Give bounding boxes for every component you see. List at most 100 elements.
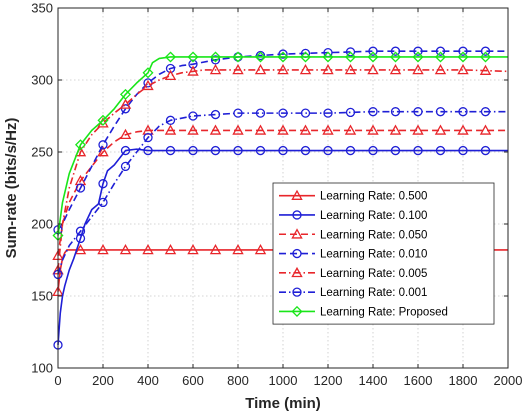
- data-point: [345, 47, 356, 57]
- data-point: [389, 51, 402, 63]
- data-point: [164, 243, 177, 255]
- data-point: [412, 63, 424, 75]
- data-point: [323, 108, 333, 118]
- data-point: [457, 63, 469, 75]
- data-point: [143, 145, 153, 156]
- data-point: [119, 243, 132, 255]
- data-point: [119, 98, 132, 109]
- data-point: [165, 63, 176, 74]
- x-tick-label: 600: [182, 373, 204, 388]
- series-3: [52, 124, 508, 261]
- data-point: [119, 128, 132, 140]
- y-tick-label: 200: [31, 217, 53, 232]
- data-point: [457, 51, 469, 63]
- data-point: [142, 67, 154, 79]
- data-point: [277, 63, 289, 75]
- data-point: [165, 115, 176, 125]
- legend: Learning Rate: 0.500 Learning Rate: 0.100…: [272, 182, 495, 325]
- data-point: [368, 46, 378, 56]
- data-point: [480, 46, 491, 56]
- data-point: [480, 107, 491, 117]
- data-point: [188, 111, 198, 121]
- data-point: [435, 145, 446, 156]
- data-point: [74, 243, 87, 255]
- data-point: [278, 49, 288, 59]
- legend-label: Learning Rate: 0.005: [320, 268, 427, 280]
- data-point: [120, 145, 131, 156]
- x-tick-label: 800: [227, 373, 249, 388]
- data-point: [278, 145, 288, 156]
- legend-marker: [292, 210, 302, 220]
- legend-item: Learning Rate: 0.005: [279, 266, 427, 280]
- data-point: [278, 108, 288, 118]
- data-point: [368, 107, 378, 117]
- x-tick-label: 400: [137, 373, 159, 388]
- series-line: [57, 129, 508, 256]
- data-point: [75, 226, 86, 236]
- data-point: [412, 51, 424, 63]
- data-point: [389, 63, 402, 75]
- data-point: [164, 51, 177, 63]
- data-point: [479, 124, 492, 135]
- x-tick-label: 1800: [449, 373, 478, 388]
- data-point: [299, 51, 312, 63]
- data-point: [322, 63, 334, 75]
- data-point: [479, 51, 492, 63]
- legend-marker: [292, 287, 302, 297]
- data-point: [344, 51, 357, 63]
- series-2: [53, 145, 508, 350]
- data-point: [210, 109, 221, 120]
- data-point: [457, 124, 469, 135]
- y-tick-label: 250: [31, 145, 53, 160]
- legend-label: Learning Rate: 0.050: [320, 229, 427, 241]
- data-point: [210, 55, 221, 65]
- data-point: [254, 63, 267, 75]
- data-point: [188, 59, 198, 69]
- data-point: [98, 197, 108, 208]
- data-point: [434, 63, 447, 75]
- data-point: [300, 108, 311, 118]
- data-point: [344, 124, 357, 135]
- data-point: [254, 243, 267, 255]
- legend-item: Learning Rate: Proposed: [279, 305, 448, 318]
- legend-label: Learning Rate: 0.001: [320, 287, 427, 299]
- x-tick-label: 200: [92, 373, 114, 388]
- series-5: [52, 63, 509, 275]
- data-point: [299, 124, 312, 135]
- data-point: [389, 124, 402, 135]
- data-point: [188, 145, 198, 156]
- x-tick-label: 0: [54, 373, 61, 388]
- data-point: [413, 107, 423, 117]
- data-point: [165, 145, 176, 156]
- data-point: [209, 51, 222, 63]
- data-point: [209, 243, 222, 255]
- x-tick-label: 1000: [269, 373, 298, 388]
- series-line: [57, 50, 508, 231]
- legend-item: Learning Rate: 0.050: [279, 228, 427, 241]
- legend-item: Learning Rate: 0.500: [279, 189, 427, 203]
- axes: [57, 7, 509, 369]
- data-point: [277, 124, 289, 135]
- legend-marker: [291, 228, 303, 239]
- data-point: [344, 63, 357, 75]
- data-point: [277, 51, 289, 63]
- data-point: [367, 124, 379, 135]
- data-point: [119, 88, 132, 100]
- data-point: [142, 79, 154, 91]
- tick-labels: 0 200 400 600 800 1000 1200 1400 1600 1800 2000 100…: [31, 1, 522, 389]
- legend-item: Learning Rate: 0.001: [279, 287, 427, 299]
- data-point: [142, 243, 154, 255]
- legend-label: Learning Rate: Proposed: [320, 306, 448, 318]
- data-point: [98, 140, 108, 150]
- data-point: [323, 145, 333, 156]
- legend-item: Learning Rate: 0.010: [279, 249, 427, 261]
- data-point: [434, 124, 447, 135]
- data-point: [209, 124, 222, 135]
- legend-label: Learning Rate: 0.500: [320, 191, 427, 203]
- x-axis-title: Time (min): [245, 395, 321, 412]
- data-point: [255, 145, 266, 156]
- data-point: [390, 107, 401, 117]
- data-point: [345, 107, 356, 118]
- data-point: [187, 124, 199, 135]
